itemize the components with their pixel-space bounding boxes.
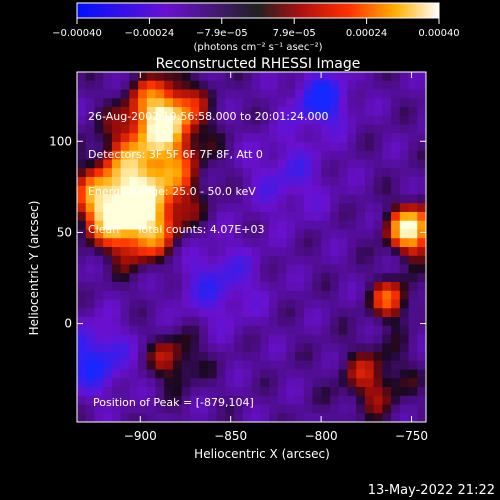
- y-ticks: 0 50 100: [49, 134, 426, 331]
- y-tick-label: 100: [49, 134, 72, 148]
- colorbar-ticks: −0.00040 −0.00024 −7.9e−05 7.9e−05 0.00024 0.…: [52, 18, 460, 39]
- peak-position: Position of Peak = [-879,104]: [93, 396, 254, 409]
- x-tick-label: −800: [305, 429, 338, 443]
- colorbar-tick-label: 0.00024: [346, 28, 387, 39]
- colorbar-tick-label: 7.9e−05: [273, 28, 316, 39]
- colorbar-units: (photons cm⁻² s⁻¹ asec⁻²): [193, 42, 322, 53]
- colorbar-tick-label: 0.00040: [418, 28, 459, 39]
- timestamp: 13-May-2022 21:22: [367, 483, 495, 498]
- colorbar-tick-label: −7.9e−05: [196, 28, 248, 39]
- colorbar-tick-label: −0.00040: [52, 28, 102, 39]
- x-ticks: −900 −850 −800 −750: [124, 72, 428, 443]
- detectors: Detectors: 3F 5F 6F 7F 8F, Att 0: [88, 147, 263, 161]
- plot-frame: [76, 71, 427, 423]
- chart-title: Reconstructed RHESSI Image: [156, 56, 361, 72]
- observation-info: 26-Aug-2002 19:56:58.000 to 20:01:24.000…: [88, 86, 329, 249]
- colorbar-tick-label: −0.00024: [125, 28, 175, 39]
- x-tick-label: −850: [214, 429, 247, 443]
- heatmap: [77, 72, 427, 423]
- x-tick-label: −900: [124, 429, 157, 443]
- x-axis-label: Heliocentric X (arcsec): [194, 447, 330, 461]
- clean-counts: Clean Total counts: 4.07E+03: [88, 222, 265, 236]
- y-tick-label: 50: [57, 225, 72, 239]
- y-axis-label: Heliocentric Y (arcsec): [27, 201, 41, 336]
- x-tick-label: −750: [395, 429, 428, 443]
- y-tick-label: 0: [64, 317, 72, 331]
- colorbar: [76, 2, 440, 19]
- energy-range: Energy Range: 25.0 - 50.0 keV: [88, 185, 256, 198]
- time-range: 26-Aug-2002 19:56:58.000 to 20:01:24.000: [88, 110, 329, 123]
